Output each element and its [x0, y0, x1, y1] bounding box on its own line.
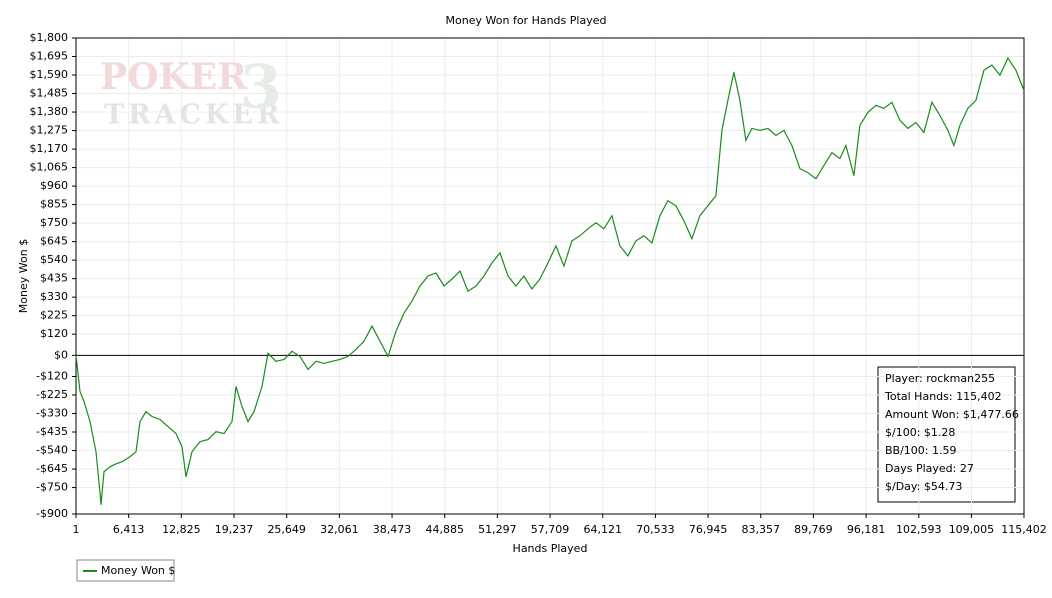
info-text: Total Hands: 115,402: [884, 390, 1002, 403]
x-tick-label: 89,769: [794, 523, 833, 536]
y-tick-label: $540: [40, 253, 68, 266]
y-tick-label: -$225: [36, 388, 68, 401]
x-tick-label: 57,709: [531, 523, 570, 536]
x-tick-label: 115,402: [1001, 523, 1047, 536]
y-tick-label: $120: [40, 327, 68, 340]
y-tick-label: $1,695: [30, 50, 69, 63]
y-tick-label: -$330: [36, 407, 68, 420]
data-line: [75, 56, 1025, 505]
x-tick-label: 70,533: [636, 523, 675, 536]
y-tick-label: -$645: [36, 462, 68, 475]
info-text: $/100: $1.28: [885, 426, 955, 439]
x-tick-label: 25,649: [267, 523, 306, 536]
y-tick-label: $1,170: [30, 142, 69, 155]
watermark: POKER: [100, 56, 248, 98]
y-tick-label: $1,590: [30, 68, 69, 81]
x-tick-label: 76,945: [689, 523, 728, 536]
x-tick-label: 51,297: [478, 523, 517, 536]
info-text: $/Day: $54.73: [885, 480, 962, 493]
info-box: [877, 366, 1016, 503]
watermark: TRACKER: [104, 100, 283, 131]
y-tick-label: -$900: [36, 507, 68, 520]
x-tick-label: 38,473: [373, 523, 412, 536]
y-tick-label: $645: [40, 235, 68, 248]
y-axis-label: Money Won $: [17, 239, 30, 313]
watermark: 3: [240, 53, 282, 123]
x-tick-label: 102,593: [896, 523, 942, 536]
y-tick-label: $1,380: [30, 105, 69, 118]
chart-title: Money Won for Hands Played: [446, 14, 607, 27]
x-tick-label: 12,825: [162, 523, 201, 536]
y-tick-label: $1,275: [30, 124, 69, 137]
y-tick-label: $1,800: [30, 31, 69, 44]
y-tick-label: $855: [40, 198, 68, 211]
y-tick-label: $0: [54, 348, 68, 361]
x-tick-label: 19,237: [215, 523, 254, 536]
y-tick-label: $330: [40, 290, 68, 303]
x-tick-label: 1: [73, 523, 80, 536]
info-text: Days Played: 27: [885, 462, 974, 475]
y-tick-label: $1,065: [30, 161, 69, 174]
y-tick-label: $750: [40, 216, 68, 229]
x-tick-label: 6,413: [113, 523, 145, 536]
x-tick-label: 64,121: [583, 523, 622, 536]
x-axis-label: Hands Played: [513, 542, 588, 555]
y-tick-label: -$540: [36, 444, 68, 457]
info-text: Player: rockman255: [885, 372, 995, 385]
x-tick-label: 32,061: [320, 523, 359, 536]
x-tick-label: 83,357: [742, 523, 781, 536]
y-tick-label: -$435: [36, 425, 68, 438]
legend-label: Money Won $: [101, 564, 175, 577]
x-tick-label: 96,181: [847, 523, 886, 536]
grid: [75, 37, 1025, 515]
y-tick-label: -$120: [36, 369, 68, 382]
y-tick-label: $960: [40, 179, 68, 192]
x-tick-label: 44,885: [425, 523, 464, 536]
y-tick-label: $435: [40, 272, 68, 285]
legend-box: [76, 559, 175, 582]
y-tick-label: $225: [40, 309, 68, 322]
y-tick-label: -$750: [36, 481, 68, 494]
info-text: Amount Won: $1,477.66: [885, 408, 1019, 421]
x-tick-label: 109,005: [949, 523, 995, 536]
y-tick-label: $1,485: [30, 87, 69, 100]
info-text: BB/100: 1.59: [885, 444, 957, 457]
